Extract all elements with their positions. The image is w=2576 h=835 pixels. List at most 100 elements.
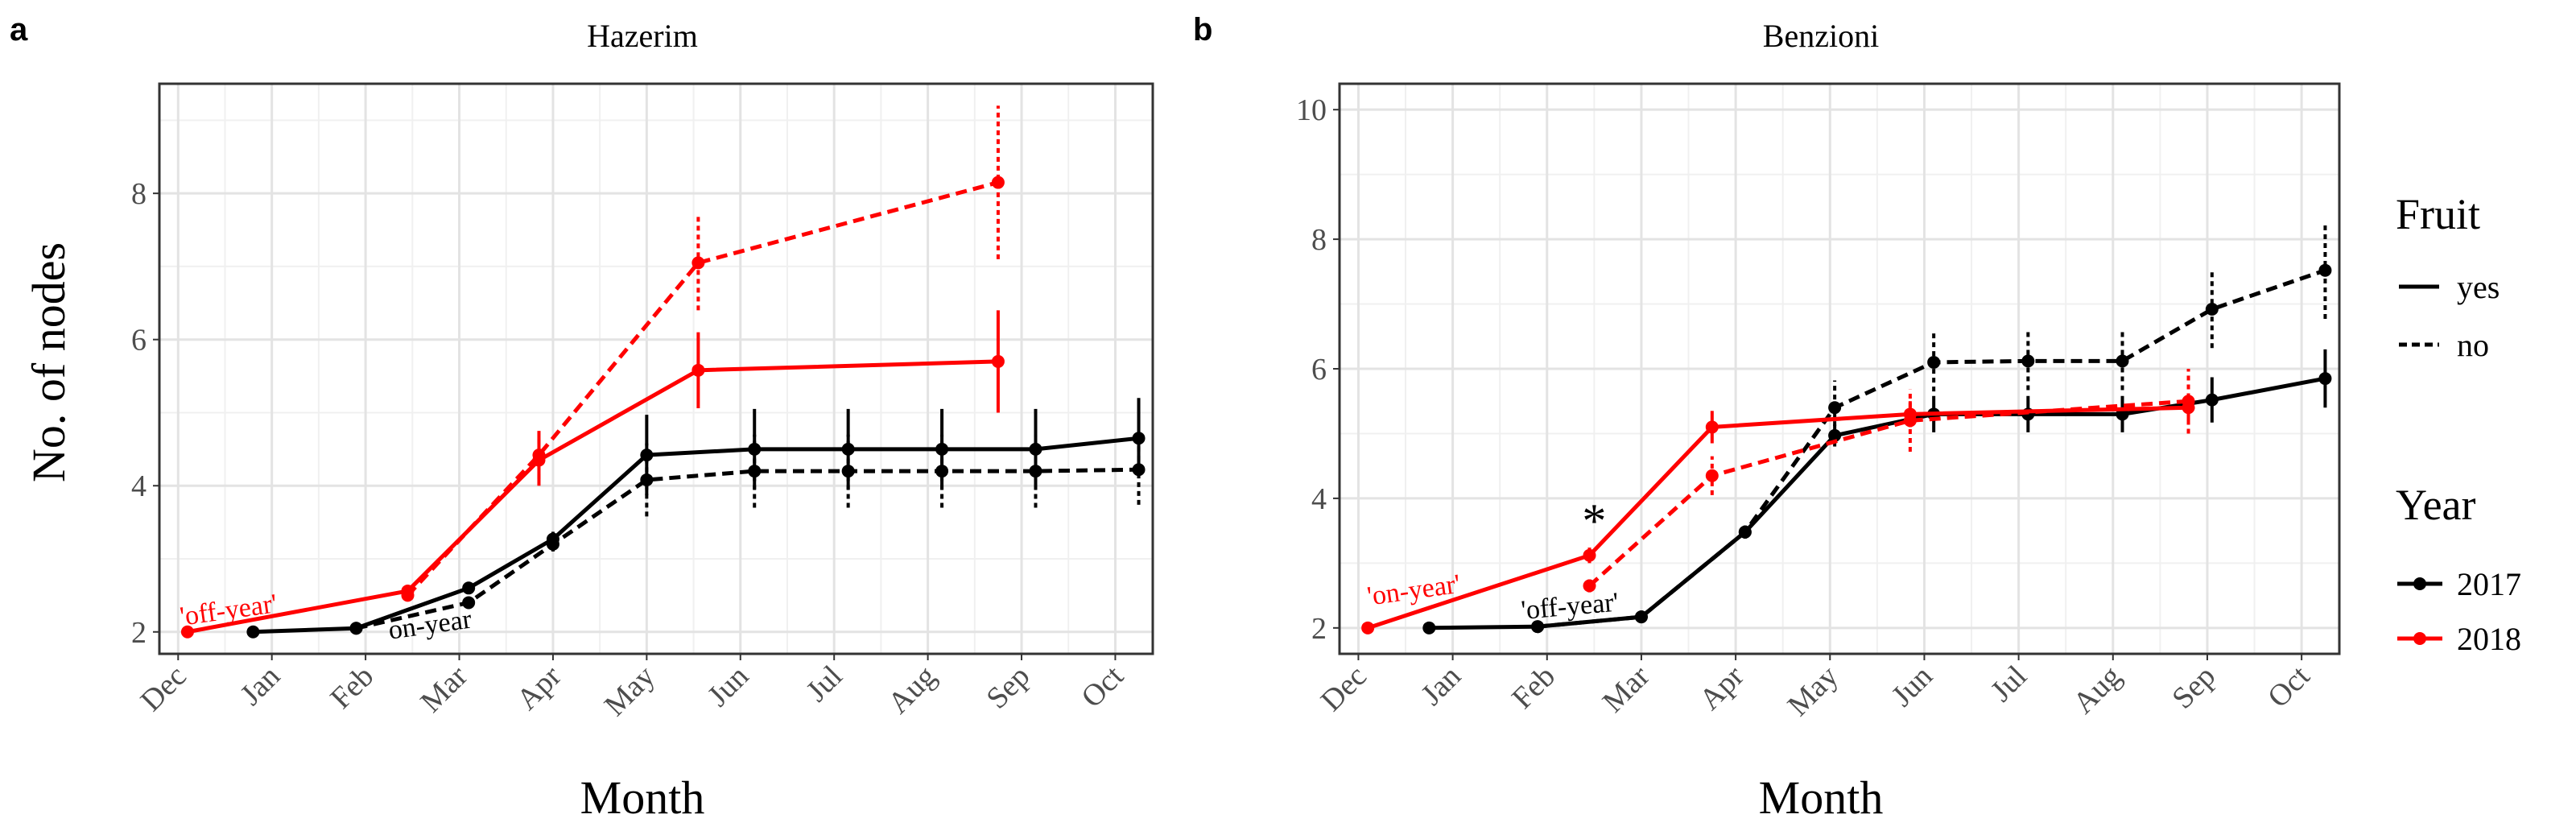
x-tick-label-dec: Dec xyxy=(1315,659,1373,718)
y-tick-label-2: 2 xyxy=(131,616,147,650)
x-tick-label-sep: Sep xyxy=(2165,659,2222,716)
x-tick-label-feb: Feb xyxy=(324,659,380,716)
data-point-2018-yes xyxy=(1583,548,1596,562)
data-point-2017-no xyxy=(1738,525,1752,539)
series-line-2018-no xyxy=(406,180,999,597)
data-point-2018-no xyxy=(532,449,546,462)
series-line-2017-no xyxy=(355,467,1139,630)
data-point-2018-yes xyxy=(1705,420,1719,434)
y-tick-label-6: 6 xyxy=(131,324,147,358)
x-tick-label-may: May xyxy=(1781,659,1845,723)
data-point-2018-yes xyxy=(991,354,1005,368)
data-point-2017-no xyxy=(935,465,949,478)
plot-border-a xyxy=(158,82,1154,655)
data-point-2017-no xyxy=(748,465,762,478)
legend-point-year-2018 xyxy=(2413,632,2426,645)
x-tick-label-oct: Oct xyxy=(2261,659,2317,714)
data-point-2018-no xyxy=(691,256,705,270)
data-point-2017-no xyxy=(1634,610,1648,624)
x-tick-label-aug: Aug xyxy=(881,659,943,721)
x-tick-label-may: May xyxy=(598,659,662,723)
x-tick-label-jan: Jan xyxy=(1414,659,1468,713)
series-line-2017-yes xyxy=(253,436,1139,635)
x-tick-label-jun: Jun xyxy=(1885,659,1939,713)
y-tick-label-8: 8 xyxy=(1311,223,1327,257)
series-line-2018-no xyxy=(1587,399,2189,588)
y-tick-label-6: 6 xyxy=(1311,353,1327,386)
x-tick-label-jan: Jan xyxy=(234,659,287,713)
legend-point-year-2017 xyxy=(2413,577,2426,590)
x-tick-label-apr: Apr xyxy=(510,659,568,717)
panel-letter-a: a xyxy=(10,12,28,48)
x-tick-label-mar: Mar xyxy=(1596,659,1657,719)
x-tick-label-mar: Mar xyxy=(414,659,474,719)
data-point-2017-yes xyxy=(1029,442,1042,456)
data-point-2017-no xyxy=(2021,354,2035,368)
y-tick-label-10: 10 xyxy=(1296,93,1327,127)
series-2017-no-a xyxy=(349,434,1146,635)
data-point-2017-no xyxy=(1029,465,1042,478)
data-point-2017-yes xyxy=(841,442,855,456)
data-point-2018-yes xyxy=(180,625,194,639)
data-point-2017-yes xyxy=(1422,621,1436,635)
data-point-2017-no xyxy=(841,465,855,478)
data-point-2018-no xyxy=(1583,579,1596,593)
panel-letter-b: b xyxy=(1193,12,1212,48)
panel-title-b: Benzioni xyxy=(1763,18,1879,54)
legend-label-year-2017: 2017 xyxy=(2457,566,2521,602)
data-point-2017-yes xyxy=(246,625,260,639)
y-tick-label-4: 4 xyxy=(131,469,147,503)
panel-a: a Hazerim No. of nodes Month 2 4 6 8 Dec Jan F… xyxy=(10,12,1154,824)
data-point-2017-yes xyxy=(2318,372,2332,386)
data-point-2017-no xyxy=(2116,354,2129,368)
data-point-2018-yes xyxy=(691,363,705,377)
data-point-2017-yes xyxy=(935,442,949,456)
data-point-2017-no xyxy=(1132,463,1146,477)
x-tick-label-jul: Jul xyxy=(1984,659,2033,709)
data-point-2017-yes xyxy=(462,581,476,595)
data-point-2017-no xyxy=(1828,401,1842,415)
x-tick-label-jun: Jun xyxy=(701,659,755,713)
data-point-2018-yes xyxy=(1361,621,1375,635)
x-tick-label-feb: Feb xyxy=(1505,659,1562,716)
plot-background-a xyxy=(159,84,1153,654)
series-2017-no-b xyxy=(1531,221,2332,634)
legend-title-year: Year xyxy=(2396,481,2476,529)
data-point-2018-no xyxy=(2182,395,2195,408)
legend-label-fruit-no: no xyxy=(2457,327,2489,363)
x-tick-label-apr: Apr xyxy=(1693,659,1751,717)
data-point-2018-no xyxy=(991,176,1005,189)
series-2018-no-a xyxy=(401,105,1005,602)
x-tick-label-sep: Sep xyxy=(980,659,1036,716)
panel-title-a: Hazerim xyxy=(587,18,698,54)
legend: Fruit yes no Year 2017 2018 xyxy=(2396,190,2521,657)
series-2018-no-b xyxy=(1583,369,2195,593)
major-gridlines-a xyxy=(159,84,1153,654)
series-2018-yes-b xyxy=(1361,395,2195,635)
plot-border-b xyxy=(1338,82,2341,655)
x-tick-label-jul: Jul xyxy=(799,659,848,709)
significance-marker: * xyxy=(1582,494,1606,548)
data-point-2017-no xyxy=(2318,263,2332,277)
x-tick-label-dec: Dec xyxy=(134,659,193,718)
data-point-2018-no xyxy=(1903,414,1917,428)
data-point-2018-no xyxy=(401,589,415,602)
x-axis-title-b: Month xyxy=(1759,771,1884,824)
data-point-2018-no xyxy=(1705,469,1719,482)
data-point-2017-no xyxy=(1531,620,1545,634)
data-point-2017-yes xyxy=(748,442,762,456)
data-point-2017-yes xyxy=(2205,393,2219,407)
major-gridlines-b xyxy=(1340,84,2339,654)
legend-label-fruit-yes: yes xyxy=(2457,269,2500,305)
data-point-2017-no xyxy=(1927,355,1941,369)
data-point-2017-yes xyxy=(640,449,654,462)
data-point-2017-no xyxy=(640,473,654,486)
legend-label-year-2018: 2018 xyxy=(2457,621,2521,657)
data-point-2017-no xyxy=(2205,302,2219,316)
legend-title-fruit: Fruit xyxy=(2396,190,2480,238)
data-point-2017-no xyxy=(349,622,363,635)
y-tick-label-2: 2 xyxy=(1311,612,1327,646)
